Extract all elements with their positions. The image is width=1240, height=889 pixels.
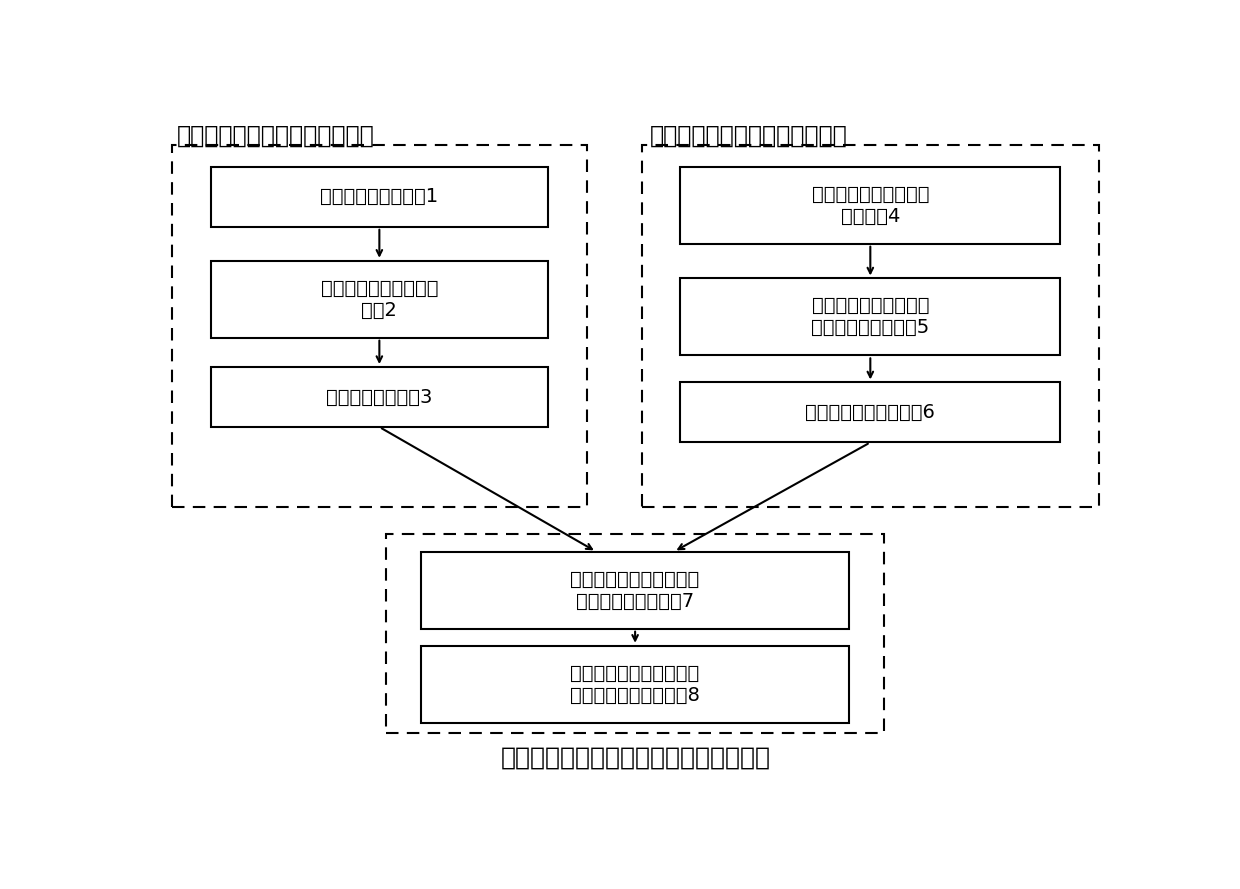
Bar (681, 278, 1060, 356)
Bar (211, 167, 548, 227)
Text: 拟合温度范围内谱线的线
强度随的温度的变化7: 拟合温度范围内谱线的线 强度随的温度的变化7 (570, 570, 699, 611)
Text: 选择合适的吸收谱线1: 选择合适的吸收谱线1 (320, 188, 439, 206)
Bar (420, 645, 849, 723)
Bar (211, 260, 548, 338)
Bar (420, 552, 849, 629)
Text: 步骤一：波长调制光谱仿真步骤: 步骤一：波长调制光谱仿真步骤 (176, 124, 374, 148)
Bar (642, 145, 1099, 507)
Text: 最小二乘拟合谱波信号6: 最小二乘拟合谱波信号6 (806, 403, 935, 422)
Text: 计算谱线高斯线宽和洛
伦兹线宽的变化范围5: 计算谱线高斯线宽和洛 伦兹线宽的变化范围5 (811, 296, 930, 338)
Bar (211, 367, 548, 427)
Text: 步骤二：波长调制光谱拟合步骤: 步骤二：波长调制光谱拟合步骤 (650, 124, 847, 148)
Bar (681, 167, 1060, 244)
Text: 计算非均匀流场内的气体
温度和吸收分子的分压8: 计算非均匀流场内的气体 温度和吸收分子的分压8 (570, 664, 701, 705)
Text: 解调调制光谱信号3: 解调调制光谱信号3 (326, 388, 433, 406)
Bar (172, 145, 587, 507)
Bar (681, 382, 1060, 443)
Text: 计算谱线积分吸光度的
变化范围4: 计算谱线积分吸光度的 变化范围4 (811, 185, 929, 226)
Text: 采集波长调制光谱测量
信号2: 采集波长调制光谱测量 信号2 (321, 278, 438, 320)
Bar (386, 534, 884, 733)
Text: 步骤三：非均匀流场中气体参数计算步骤: 步骤三：非均匀流场中气体参数计算步骤 (501, 745, 770, 769)
